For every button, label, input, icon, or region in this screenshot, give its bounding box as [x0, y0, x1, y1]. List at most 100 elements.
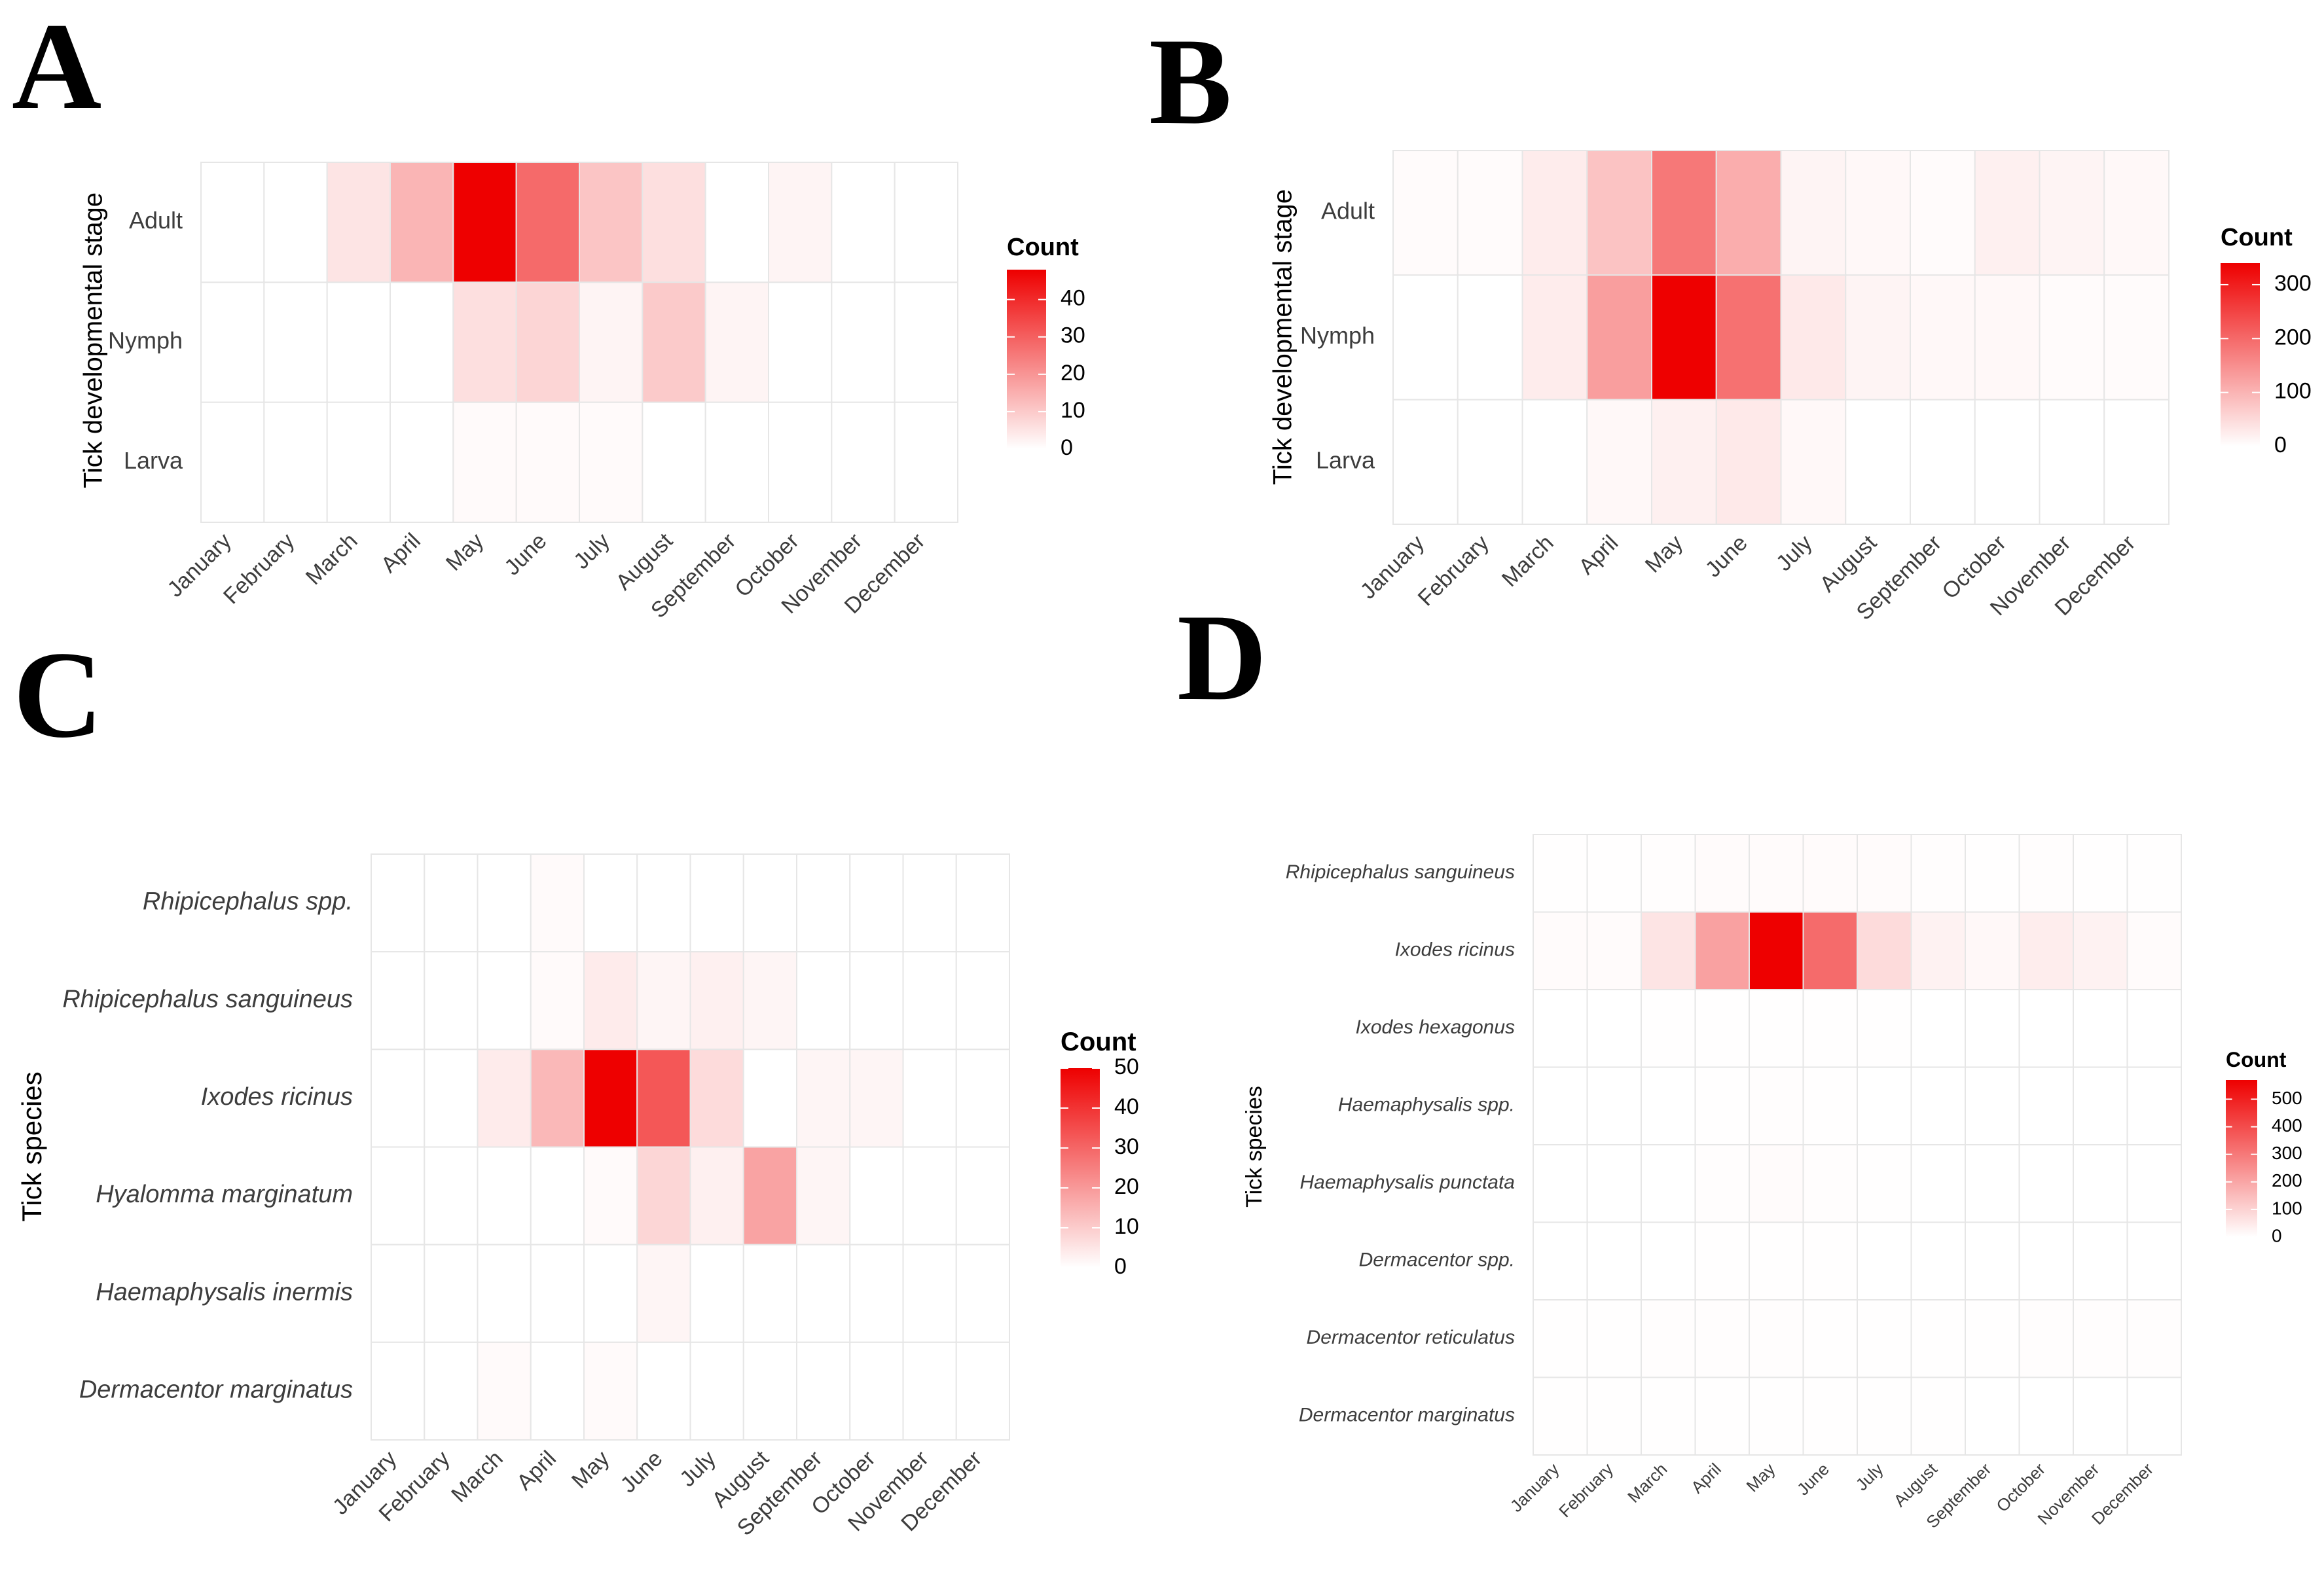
heatmap-cell	[742, 1341, 797, 1441]
heatmap-cell	[2018, 834, 2074, 913]
heatmap-cell	[583, 1341, 638, 1441]
heatmap-cell	[1586, 1221, 1642, 1300]
heatmap-cell	[636, 1146, 691, 1246]
heatmap-cell	[1910, 989, 1966, 1068]
heatmap-cell	[955, 1049, 1010, 1148]
heatmap-cell	[326, 401, 391, 523]
heatmap-cell	[1651, 150, 1717, 276]
heatmap-cell	[704, 401, 770, 523]
heatmap-cell	[894, 162, 959, 283]
heatmap-cell	[1694, 1299, 1750, 1378]
heatmap-cell	[849, 951, 904, 1050]
heatmap-cell	[1694, 1066, 1750, 1145]
heatmap-cell	[2126, 1376, 2182, 1456]
heatmap-cell	[1457, 150, 1523, 276]
heatmap-cell	[2073, 1376, 2128, 1456]
row-label: Haemaphysalis punctata	[1299, 1172, 1515, 1193]
column-label: May	[1641, 530, 1688, 577]
heatmap-cell	[1965, 989, 2020, 1068]
legend-tick-label: 50	[1114, 1054, 1139, 1079]
heatmap-cell	[1857, 1376, 1912, 1456]
heatmap-cell	[1910, 834, 1966, 913]
heatmap-cell	[1586, 399, 1652, 525]
heatmap-cell	[1749, 1144, 1804, 1223]
legend-tick-label: 200	[2274, 325, 2312, 350]
legend-title: Count	[1007, 234, 1079, 261]
row-label: Adult	[1321, 198, 1375, 224]
heatmap-cell	[477, 951, 532, 1050]
heatmap-cells	[1533, 834, 2182, 1456]
heatmap-cell	[1533, 989, 1588, 1068]
row-label: Haemaphysalis inermis	[96, 1278, 353, 1306]
heatmap-cell	[1715, 274, 1782, 401]
legend-tick-label: 10	[1061, 398, 1085, 423]
heatmap-cell	[477, 1146, 532, 1246]
heatmap-cell	[1586, 1144, 1642, 1223]
heatmap-cell	[831, 401, 896, 523]
column-label: July	[1771, 530, 1817, 576]
heatmap-cell	[1586, 274, 1652, 401]
heatmap-cell	[1651, 274, 1717, 401]
heatmap-cell	[1586, 989, 1642, 1068]
heatmap-cell	[263, 401, 328, 523]
column-label: May	[441, 528, 488, 575]
heatmap-cell	[796, 1244, 851, 1343]
column-label: April	[376, 528, 426, 577]
heatmap-cell	[2126, 1221, 2182, 1300]
row-label: Ixodes hexagonus	[1355, 1016, 1515, 1038]
heatmap-cell	[689, 853, 744, 953]
heatmap-cell	[796, 1341, 851, 1441]
heatmap-cell	[390, 401, 454, 523]
heatmap-cell	[636, 1244, 691, 1343]
heatmap-cell	[1802, 1144, 1858, 1223]
column-label: March	[1497, 530, 1559, 592]
row-label: Rhipicephalus sanguineus	[62, 986, 353, 1013]
heatmap-cell	[768, 281, 833, 403]
row-label: Haemaphysalis spp.	[1338, 1094, 1515, 1116]
heatmap-cell	[894, 401, 959, 523]
heatmap-cell	[2126, 834, 2182, 913]
row-label: Dermacentor spp.	[1359, 1249, 1515, 1271]
heatmap-cell	[1910, 150, 1976, 276]
heatmap-cell	[1651, 399, 1717, 525]
heatmap-cell	[477, 1341, 532, 1441]
heatmap-cell	[371, 1244, 426, 1343]
heatmap-cell	[1857, 911, 1912, 990]
heatmap-cell	[1965, 1376, 2020, 1456]
heatmap-cell	[1845, 274, 1911, 401]
row-label: Rhipicephalus sanguineus	[1286, 861, 1515, 883]
column-label: April	[512, 1446, 561, 1495]
heatmap-cell	[1694, 834, 1750, 913]
heatmap-cell	[583, 951, 638, 1050]
row-label: Dermacentor marginatus	[1299, 1405, 1515, 1426]
heatmap-cell	[579, 281, 644, 403]
heatmap-cell	[1641, 1376, 1696, 1456]
legend-tick-label: 300	[2274, 271, 2312, 296]
legend-tick-label: 100	[2272, 1198, 2302, 1218]
heatmap-cell	[1694, 911, 1750, 990]
heatmap-cell	[831, 281, 896, 403]
heatmap-cell	[390, 281, 454, 403]
heatmap-cell	[742, 1244, 797, 1343]
heatmap-cell	[689, 1341, 744, 1441]
panel-letter-b: B	[1149, 13, 1232, 151]
heatmap-cell	[530, 1146, 585, 1246]
y-axis-title: Tick species	[16, 1071, 47, 1222]
heatmap-cell	[1857, 1221, 1912, 1300]
row-label: Dermacentor reticulatus	[1307, 1327, 1515, 1348]
heatmap-cell	[2018, 1299, 2074, 1378]
row-label: Nymph	[1300, 322, 1375, 349]
heatmap-cell	[1780, 399, 1847, 525]
heatmap-cell	[704, 162, 770, 283]
heatmap-cell	[2126, 911, 2182, 990]
heatmap-cell	[2018, 1066, 2074, 1145]
heatmap-cell	[1965, 1144, 2020, 1223]
heatmap-cell	[636, 1049, 691, 1148]
heatmap-cell	[1780, 150, 1847, 276]
heatmap-cell	[371, 1146, 426, 1246]
heatmap-cell	[583, 1049, 638, 1148]
column-label: July	[1852, 1459, 1887, 1494]
